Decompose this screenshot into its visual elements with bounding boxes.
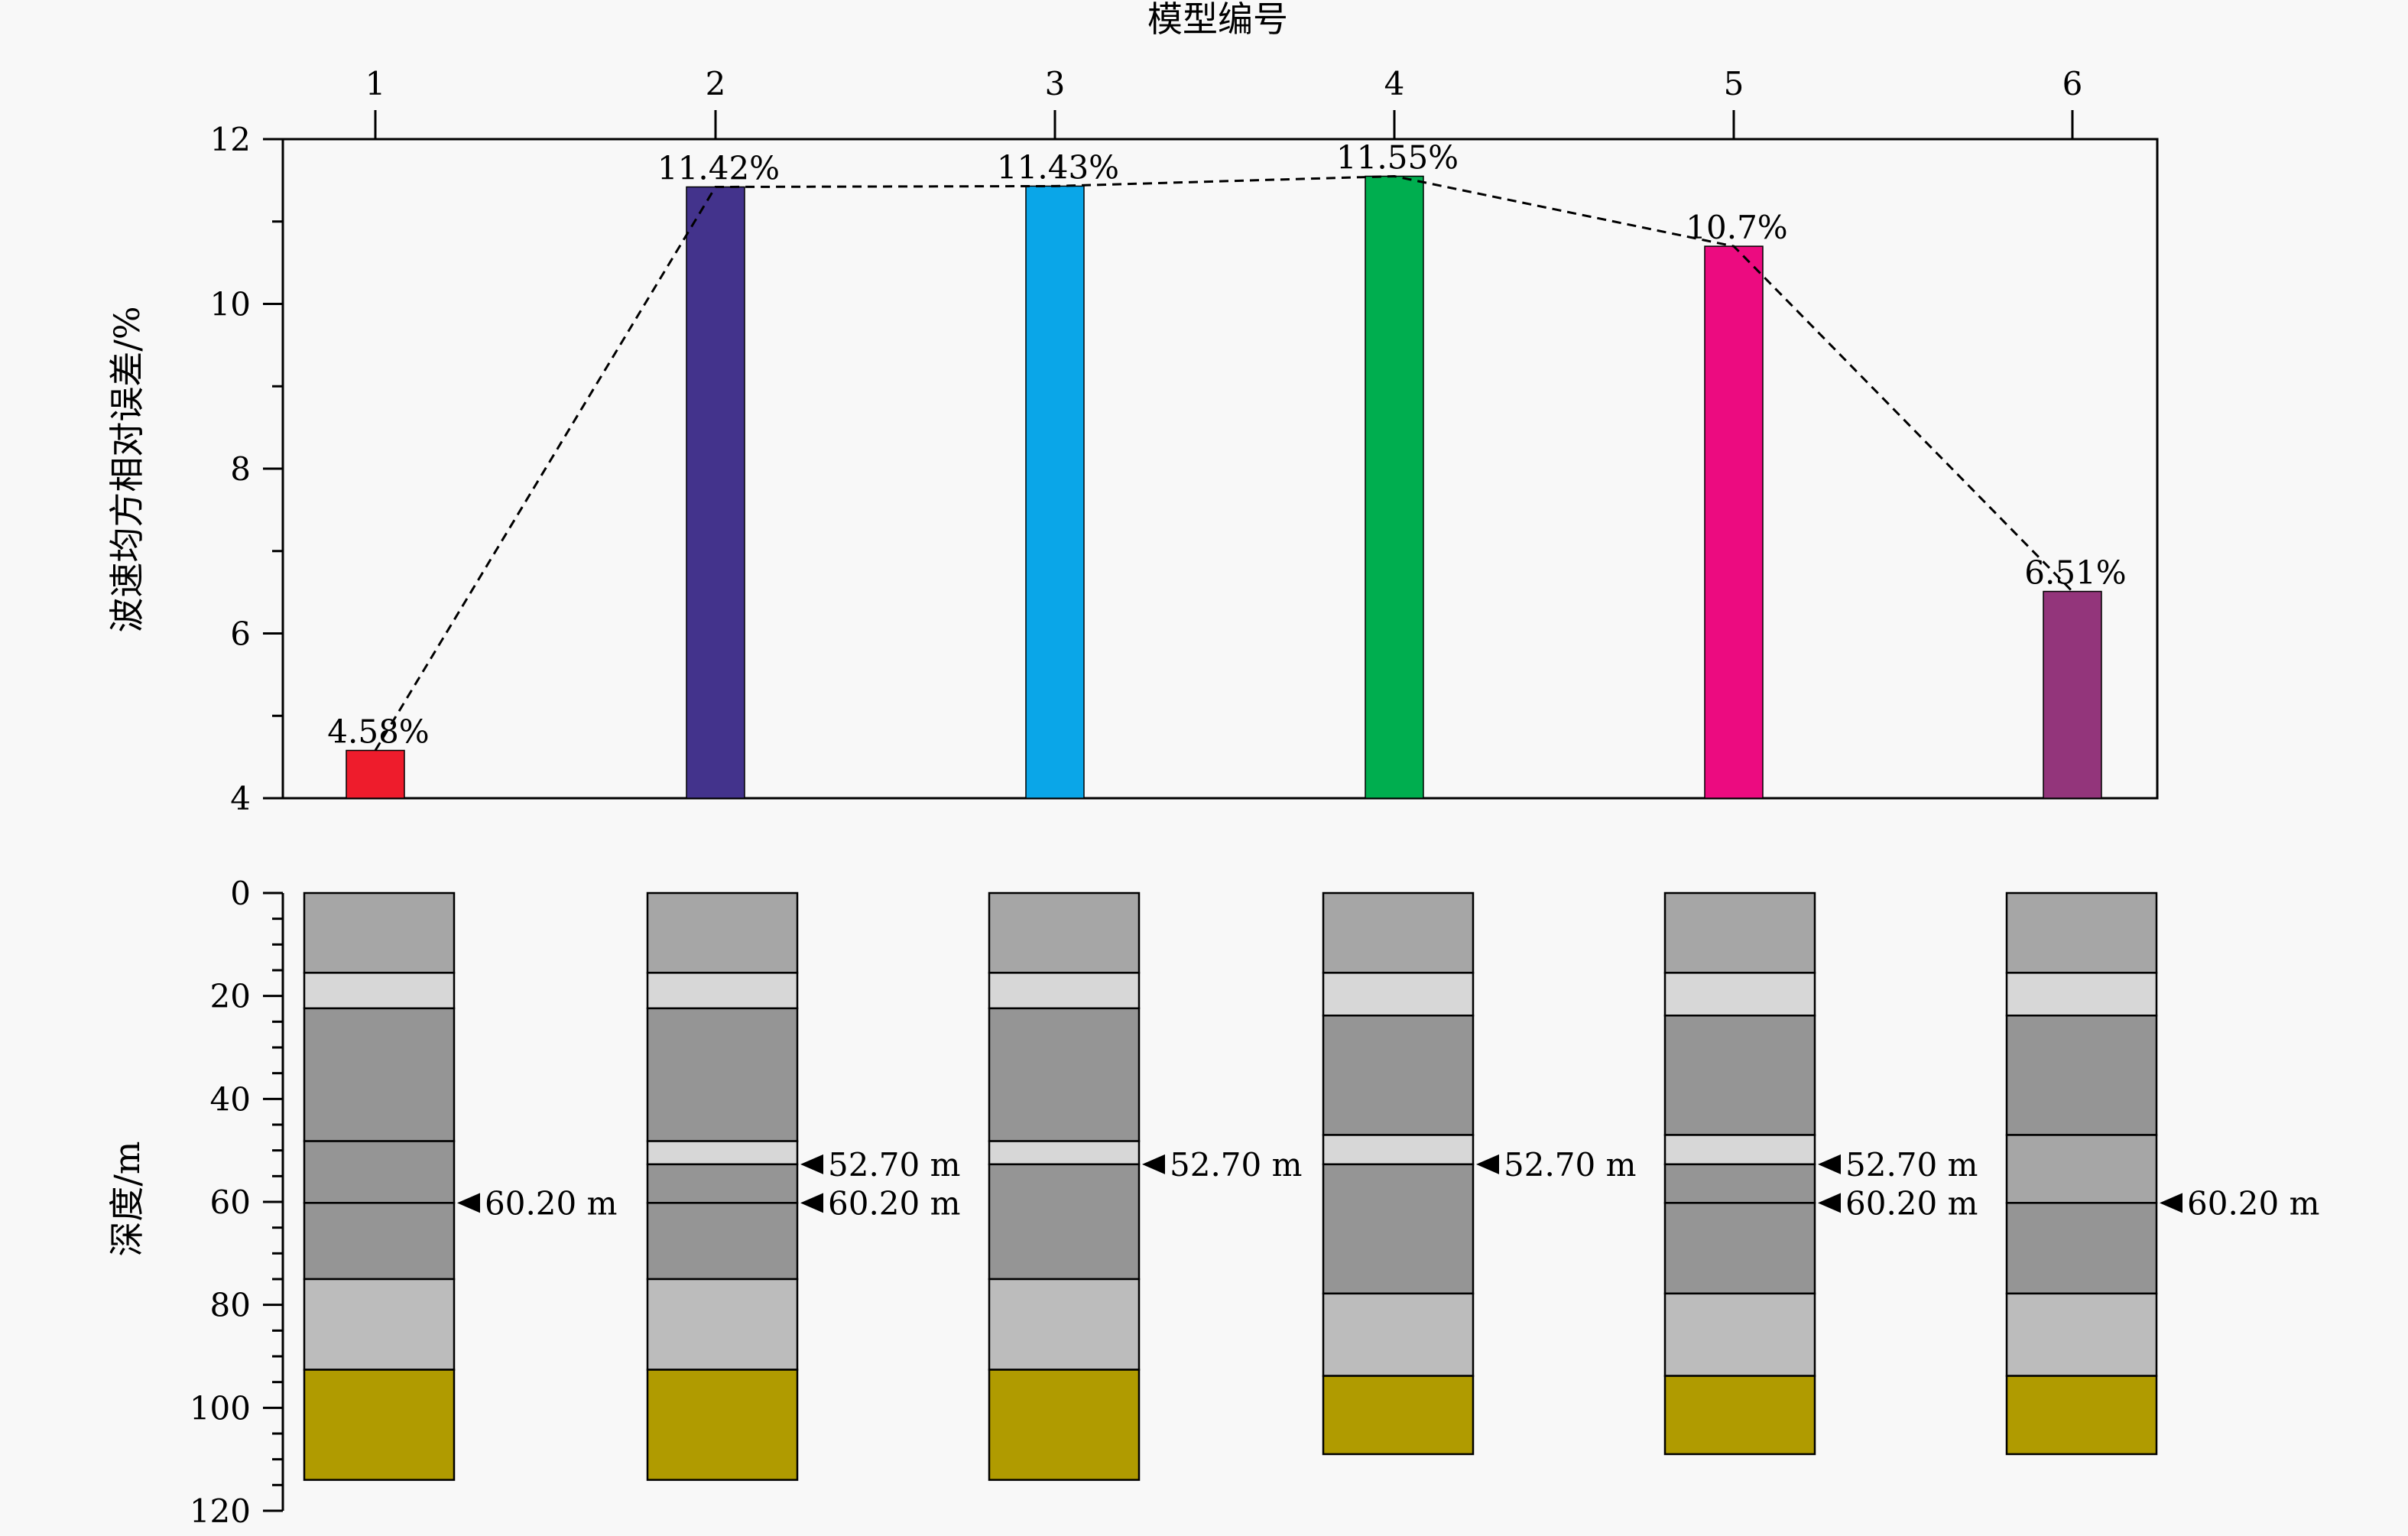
depth-marker-label: 52.70 m <box>828 1146 960 1184</box>
bar <box>2043 590 2102 799</box>
soil-layer <box>646 891 799 974</box>
soil-layer <box>2005 1015 2158 1136</box>
depth-marker-arrow <box>2160 1193 2182 1213</box>
bar <box>1025 185 1085 799</box>
depth-tick-label: 100 <box>190 1389 251 1427</box>
depth-marker-arrow <box>1818 1193 1841 1213</box>
depth-marker-arrow <box>1476 1154 1499 1174</box>
trend-line <box>374 174 2074 752</box>
soil-layer <box>1663 972 1816 1017</box>
y-tick-label: 12 <box>210 121 251 158</box>
bar <box>1365 175 1424 799</box>
bar-value-label: 10.7% <box>1686 209 1787 246</box>
soil-layer <box>1663 1163 1816 1204</box>
soil-layer <box>646 1369 799 1481</box>
soil-layer <box>2005 1292 2158 1377</box>
soil-layer <box>1663 1015 1816 1136</box>
soil-layer <box>2005 1375 2158 1456</box>
depth-marker-arrow <box>1142 1154 1165 1174</box>
soil-layer <box>303 1278 456 1371</box>
depth-marker-label: 60.20 m <box>828 1184 960 1222</box>
soil-layer <box>1663 891 1816 974</box>
x-tick-label: 3 <box>1045 65 1066 102</box>
x-axis-title: 模型编号 <box>1147 0 1288 40</box>
soil-layer <box>988 1278 1141 1371</box>
y-tick-label: 8 <box>230 450 251 488</box>
y-tick-label: 6 <box>230 615 251 653</box>
soil-layer <box>1322 1375 1475 1456</box>
soil-layer <box>2005 1202 2158 1295</box>
depth-marker-label: 60.20 m <box>2187 1184 2319 1222</box>
soil-layer <box>303 1202 456 1281</box>
y-tick-label: 4 <box>230 780 251 817</box>
depth-marker-arrow <box>457 1193 480 1213</box>
soil-layer <box>303 1140 456 1204</box>
soil-layer <box>988 891 1141 974</box>
depth-tick-label: 120 <box>190 1492 251 1530</box>
soil-layer <box>303 1369 456 1481</box>
soil-layer <box>2005 891 2158 974</box>
soil-layer <box>988 1369 1141 1481</box>
bar <box>686 186 745 799</box>
soil-layer <box>303 972 456 1010</box>
soil-layer <box>646 1202 799 1281</box>
plot-frame <box>281 138 2159 800</box>
bar-value-label: 11.43% <box>997 148 1119 186</box>
depth-tick-label: 80 <box>210 1287 251 1324</box>
soil-layer <box>988 1007 1141 1142</box>
soil-layer <box>1663 1202 1816 1295</box>
bar-value-label: 6.51% <box>2024 554 2126 592</box>
depth-marker-arrow <box>800 1154 823 1174</box>
soil-layer <box>988 1140 1141 1166</box>
soil-layer <box>1663 1292 1816 1377</box>
bar-value-label: 11.55% <box>1336 138 1459 176</box>
depth-marker-label: 52.70 m <box>1170 1146 1302 1184</box>
soil-layer <box>2005 1134 2158 1204</box>
soil-layer <box>303 891 456 974</box>
soil-layer <box>646 1140 799 1166</box>
depth-axis-title: 深度/m <box>106 1141 148 1256</box>
x-tick-label: 1 <box>365 65 386 102</box>
depth-tick-label: 20 <box>210 978 251 1015</box>
depth-marker-arrow <box>1818 1154 1841 1174</box>
bar <box>1704 245 1764 799</box>
soil-layer <box>646 1278 799 1371</box>
soil-layer <box>1322 891 1475 974</box>
soil-layer <box>1663 1375 1816 1456</box>
bar-value-label: 4.58% <box>327 713 429 751</box>
depth-marker-arrow <box>800 1193 823 1213</box>
soil-layer <box>1322 1134 1475 1166</box>
soil-layer <box>1322 972 1475 1017</box>
soil-layer <box>2005 972 2158 1017</box>
soil-layer <box>988 1163 1141 1281</box>
soil-layer <box>1663 1134 1816 1166</box>
soil-layer <box>646 1007 799 1142</box>
depth-tick-label: 60 <box>210 1184 251 1221</box>
soil-layer <box>646 1163 799 1204</box>
depth-tick-label: 0 <box>230 875 251 912</box>
depth-marker-label: 60.20 m <box>1845 1184 1978 1222</box>
soil-layer <box>303 1007 456 1142</box>
y-axis-title: 波速均方相对误差/% <box>106 306 148 632</box>
bar <box>346 749 405 799</box>
bar-value-label: 11.42% <box>657 149 780 187</box>
depth-marker-label: 60.20 m <box>485 1184 617 1222</box>
x-tick-label: 4 <box>1384 65 1405 102</box>
depth-marker-label: 52.70 m <box>1845 1146 1978 1184</box>
depth-tick-label: 40 <box>210 1080 251 1118</box>
x-tick-label: 5 <box>1724 65 1744 102</box>
soil-layer <box>1322 1292 1475 1377</box>
x-tick-label: 6 <box>2062 65 2083 102</box>
soil-layer <box>1322 1015 1475 1136</box>
y-tick-label: 10 <box>210 286 251 323</box>
soil-layer <box>1322 1163 1475 1295</box>
depth-marker-label: 52.70 m <box>1504 1146 1636 1184</box>
soil-layer <box>988 972 1141 1010</box>
x-tick-label: 2 <box>706 65 726 102</box>
soil-layer <box>646 972 799 1010</box>
